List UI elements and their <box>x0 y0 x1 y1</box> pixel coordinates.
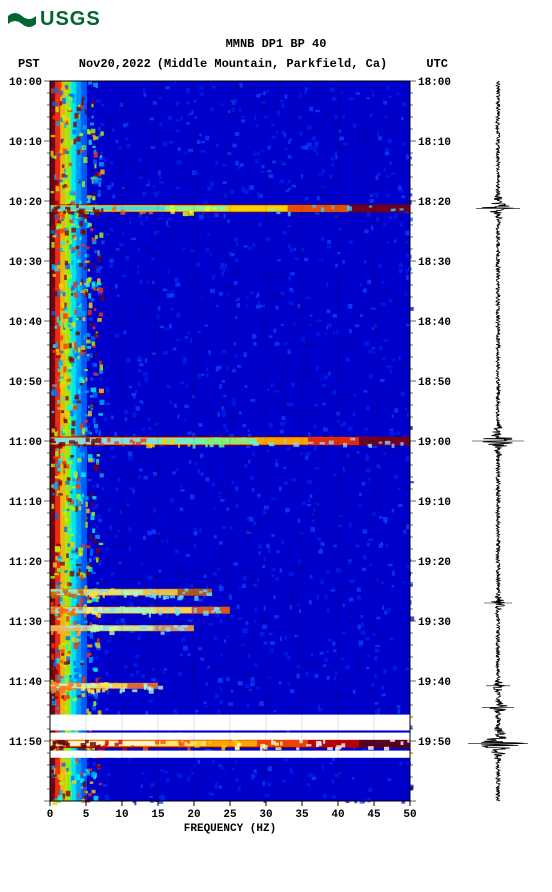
svg-text:18:10: 18:10 <box>418 137 451 149</box>
svg-text:45: 45 <box>367 809 381 821</box>
svg-text:30: 30 <box>259 809 272 821</box>
svg-text:10:20: 10:20 <box>9 197 42 209</box>
svg-text:11:30: 11:30 <box>9 617 42 629</box>
svg-text:11:10: 11:10 <box>9 497 42 509</box>
svg-text:11:00: 11:00 <box>9 437 42 449</box>
svg-text:19:00: 19:00 <box>418 437 451 449</box>
svg-text:19:40: 19:40 <box>418 677 451 689</box>
svg-text:10:10: 10:10 <box>9 137 42 149</box>
date-label: Nov20,2022 <box>79 57 151 71</box>
svg-text:10: 10 <box>115 809 128 821</box>
svg-text:18:50: 18:50 <box>418 377 451 389</box>
svg-text:10:50: 10:50 <box>9 377 42 389</box>
spectrogram-plot: 0 5 10 15 20 25 30 35 40 45 50 10:00 18:00 10:10 18:10… <box>8 75 456 835</box>
seismogram-plot <box>468 75 528 835</box>
svg-text:19:20: 19:20 <box>418 557 451 569</box>
svg-text:10:30: 10:30 <box>9 257 42 269</box>
chart-title: MMNB DP1 BP 40 <box>8 37 544 53</box>
svg-text:FREQUENCY (HZ): FREQUENCY (HZ) <box>184 823 276 835</box>
svg-text:11:40: 11:40 <box>9 677 42 689</box>
svg-text:19:10: 19:10 <box>418 497 451 509</box>
svg-text:20: 20 <box>187 809 200 821</box>
svg-text:18:30: 18:30 <box>418 257 451 269</box>
tz-right: UTC <box>426 57 448 71</box>
svg-text:25: 25 <box>223 809 237 821</box>
tz-left: PST <box>18 57 40 71</box>
svg-text:35: 35 <box>295 809 309 821</box>
usgs-logo: USGS <box>8 8 544 31</box>
svg-text:11:20: 11:20 <box>9 557 42 569</box>
svg-text:15: 15 <box>151 809 165 821</box>
svg-text:18:00: 18:00 <box>418 77 451 89</box>
svg-text:10:00: 10:00 <box>9 77 42 89</box>
logo-text: USGS <box>40 8 101 31</box>
svg-text:19:50: 19:50 <box>418 737 451 749</box>
svg-text:40: 40 <box>331 809 344 821</box>
svg-text:50: 50 <box>403 809 416 821</box>
svg-text:18:20: 18:20 <box>418 197 451 209</box>
svg-text:11:50: 11:50 <box>9 737 42 749</box>
svg-text:10:40: 10:40 <box>9 317 42 329</box>
svg-text:18:40: 18:40 <box>418 317 451 329</box>
svg-text:5: 5 <box>83 809 90 821</box>
location-label: (Middle Mountain, Parkfield, Ca) <box>157 57 387 71</box>
svg-text:0: 0 <box>47 809 54 821</box>
svg-text:19:30: 19:30 <box>418 617 451 629</box>
